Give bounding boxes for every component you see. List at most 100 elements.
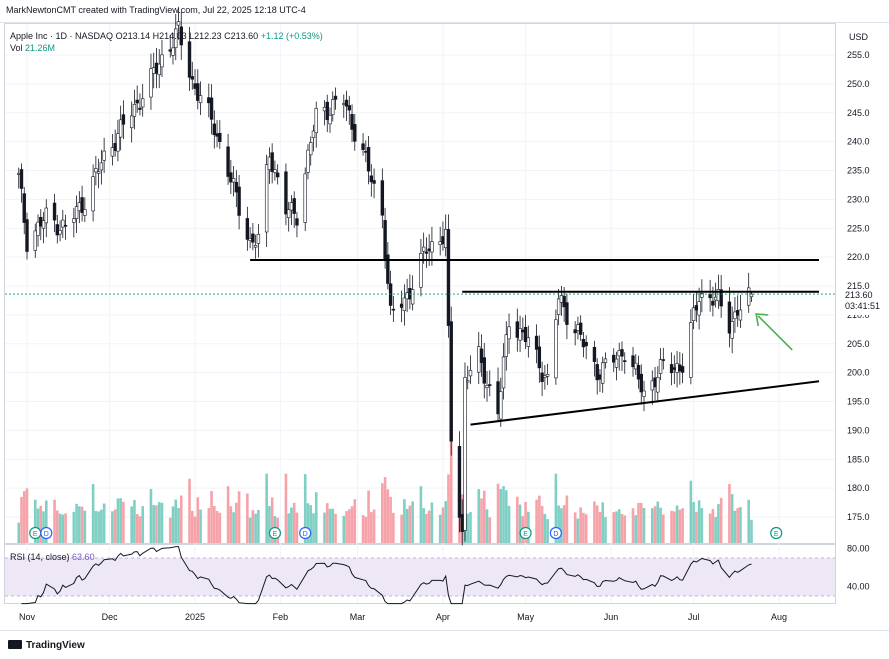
candle-body [656, 377, 660, 393]
candle-body [639, 373, 643, 393]
volume-bar [488, 517, 492, 543]
volume-bar [403, 499, 406, 543]
candle-body [63, 224, 68, 227]
price-tick-label: 205.0 [847, 339, 870, 349]
time-tick-label: Jun [604, 612, 619, 622]
candle-body [366, 147, 371, 172]
rsi-band [5, 558, 835, 596]
volume-bar [733, 510, 737, 543]
volume-bar [425, 513, 428, 543]
volume-value: 21.26M [25, 43, 56, 53]
candle-body [578, 322, 583, 335]
volume-bar [284, 473, 288, 543]
volume-bar [91, 484, 95, 543]
candle-body [118, 119, 123, 138]
volume-bar [133, 500, 136, 543]
volume-bar [303, 474, 307, 543]
candle-body [311, 130, 316, 139]
price-tick-label: 190.0 [847, 425, 870, 435]
volume-bar [678, 509, 682, 543]
volume-bar [119, 498, 122, 543]
earnings-marker[interactable] [519, 526, 532, 540]
volume-bar [604, 517, 607, 543]
volume-bar [389, 496, 392, 543]
volume-bar [747, 499, 750, 543]
volume-label: Vol [10, 43, 23, 53]
candle-body [58, 230, 62, 235]
candle-body [421, 246, 426, 252]
time-tick-label: Aug [771, 612, 787, 622]
candle-body [507, 326, 511, 340]
volume-bar [53, 499, 56, 543]
volume-bar [174, 499, 178, 543]
volume-bar [615, 511, 618, 543]
price-pane[interactable] [4, 23, 836, 544]
candle-body [245, 218, 250, 240]
time-tick-label: Jul [688, 612, 700, 622]
candle-body [388, 283, 393, 306]
candle-body [364, 151, 368, 153]
candle-body [309, 142, 313, 156]
candle-body [730, 321, 734, 339]
green-arrow-shaft[interactable] [757, 315, 793, 351]
candle-body [727, 301, 732, 334]
volume-bar [449, 438, 453, 543]
green-arrow-head[interactable] [755, 313, 769, 327]
volume-bar [122, 501, 125, 543]
candle-body [466, 380, 470, 383]
volume-bar [295, 512, 299, 543]
candle-body [634, 362, 638, 370]
candle-body [402, 297, 407, 311]
currency-label[interactable]: USD [849, 32, 869, 42]
candle-body [33, 230, 37, 251]
volume-bar [598, 512, 602, 543]
earnings-marker[interactable] [268, 526, 282, 540]
candle-body [526, 337, 531, 347]
volume-bar [226, 486, 230, 543]
candle-body [187, 41, 192, 78]
volume-bar [639, 502, 643, 543]
rsi-label: RSI (14, close) [10, 552, 70, 562]
candle-body [331, 99, 335, 116]
volume-bar [524, 502, 527, 543]
volume-bar [246, 493, 249, 543]
candle-body [603, 358, 608, 363]
candle-body [521, 329, 525, 333]
tradingview-logo[interactable]: TradingView [8, 640, 85, 651]
candle-body [713, 296, 718, 301]
candle-body [94, 168, 98, 173]
candle-body [689, 322, 693, 378]
candle-body [559, 295, 564, 303]
volume-bar [342, 515, 346, 543]
candle-body [132, 103, 137, 117]
volume-bar [441, 507, 445, 543]
candle-body [116, 133, 120, 152]
candle-body [39, 216, 43, 227]
volume-bar [411, 501, 414, 543]
rising-trendline[interactable] [470, 380, 820, 426]
candle-body [135, 99, 139, 104]
dividend-marker[interactable] [299, 526, 312, 540]
volume-bar [593, 501, 596, 543]
volume-bar [306, 503, 310, 543]
symbol-label[interactable]: Apple Inc · 1D · NASDAQ [10, 31, 114, 41]
candle-body [231, 178, 236, 183]
earnings-marker[interactable] [770, 526, 783, 540]
dividend-marker[interactable] [40, 526, 53, 540]
candle-body [333, 95, 338, 100]
candle-body [735, 310, 740, 316]
volume-bar [576, 518, 580, 543]
event-marker-letter: E [33, 531, 38, 538]
candle-body [565, 302, 569, 325]
volume-bar [681, 508, 684, 543]
footer-bar: TradingView [0, 630, 889, 659]
candle-body [113, 143, 117, 151]
volume-bar [496, 483, 500, 543]
volume-bar [177, 508, 180, 543]
dividend-marker[interactable] [549, 526, 562, 540]
volume-bar [700, 508, 704, 543]
candle-body [91, 176, 95, 212]
time-tick-label: Dec [102, 612, 119, 622]
rsi-pane[interactable] [4, 544, 836, 604]
